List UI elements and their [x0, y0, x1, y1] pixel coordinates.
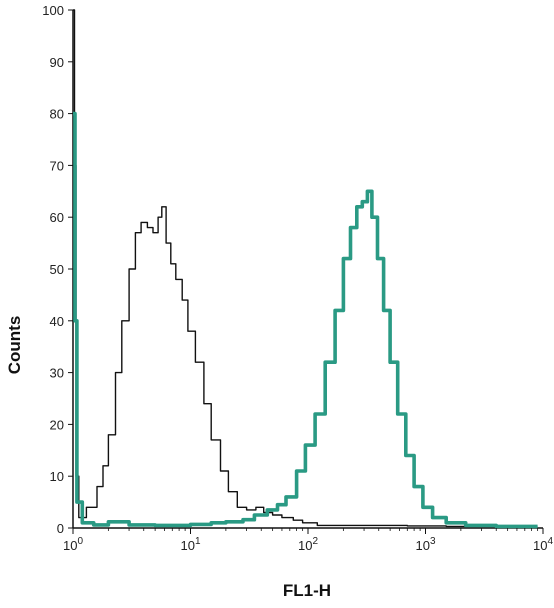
y-tick-label: 10 [50, 469, 64, 484]
y-tick-label: 40 [50, 314, 64, 329]
y-axis-ticks: 0 10 20 30 40 50 60 70 80 90 100 [42, 3, 73, 536]
y-tick-label: 20 [50, 417, 64, 432]
x-tick-label: 103 [415, 536, 435, 553]
y-tick-label: 80 [50, 107, 64, 122]
y-tick-label: 0 [57, 521, 64, 536]
x-tick-label: 102 [298, 536, 318, 553]
x-tick-label: 100 [63, 536, 83, 553]
x-axis-title: FL1-H [283, 581, 331, 600]
x-axis-ticks: 100 101 102 103 104 [63, 528, 553, 553]
x-tick-label: 101 [180, 536, 200, 553]
y-tick-label: 100 [42, 3, 64, 18]
series-line-teal [73, 111, 538, 529]
y-tick-label: 60 [50, 210, 64, 225]
y-tick-label: 30 [50, 366, 64, 381]
plot-area [72, 10, 543, 529]
series-line-black [73, 9, 538, 528]
y-tick-label: 90 [50, 55, 64, 70]
y-tick-label: 70 [50, 158, 64, 173]
y-axis-title: Counts [5, 316, 24, 375]
y-tick-label: 50 [50, 262, 64, 277]
x-tick-label: 104 [533, 536, 553, 553]
series-layer [73, 9, 538, 529]
